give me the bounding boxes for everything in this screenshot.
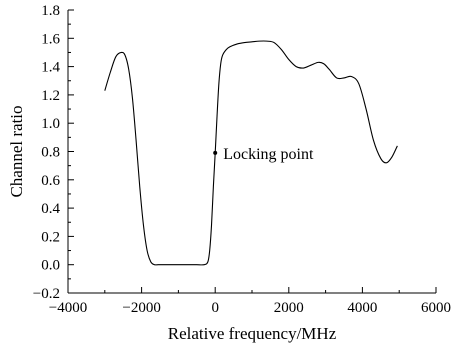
y-tick-label: 0.8 xyxy=(41,145,60,161)
x-tick-label: −2000 xyxy=(122,300,160,316)
y-tick-label: 1.2 xyxy=(41,88,60,104)
x-tick-label: 4000 xyxy=(347,300,377,316)
y-tick-label: 1.4 xyxy=(41,60,60,76)
y-tick-label: 1.0 xyxy=(41,116,60,132)
y-tick-label: 0.4 xyxy=(41,201,60,217)
series-line xyxy=(104,40,398,266)
y-tick-label: 0.6 xyxy=(41,173,60,189)
y-tick-label: 1.8 xyxy=(41,3,60,19)
y-tick-label: 0.2 xyxy=(41,229,60,245)
y-axis-label: Channel ratio xyxy=(7,105,26,197)
locking-point-marker xyxy=(213,150,218,155)
chart-tick-labels: −4000 −2000 0 2000 4000 6000 −0.2 0.0 0.2 0.4 0.6 0… xyxy=(33,3,451,316)
locking-point-label: Locking point xyxy=(223,146,314,163)
x-tick-label: 6000 xyxy=(421,300,451,316)
y-tick-label: 1.6 xyxy=(41,31,60,47)
y-tick-label: 0.0 xyxy=(41,258,60,274)
x-axis-label: Relative frequency/MHz xyxy=(168,324,337,343)
x-tick-label: −4000 xyxy=(49,300,87,316)
x-tick-label: 2000 xyxy=(274,300,304,316)
x-tick-label: 0 xyxy=(211,300,219,316)
chart-ticks xyxy=(67,9,437,294)
y-tick-label: −0.2 xyxy=(33,286,60,302)
